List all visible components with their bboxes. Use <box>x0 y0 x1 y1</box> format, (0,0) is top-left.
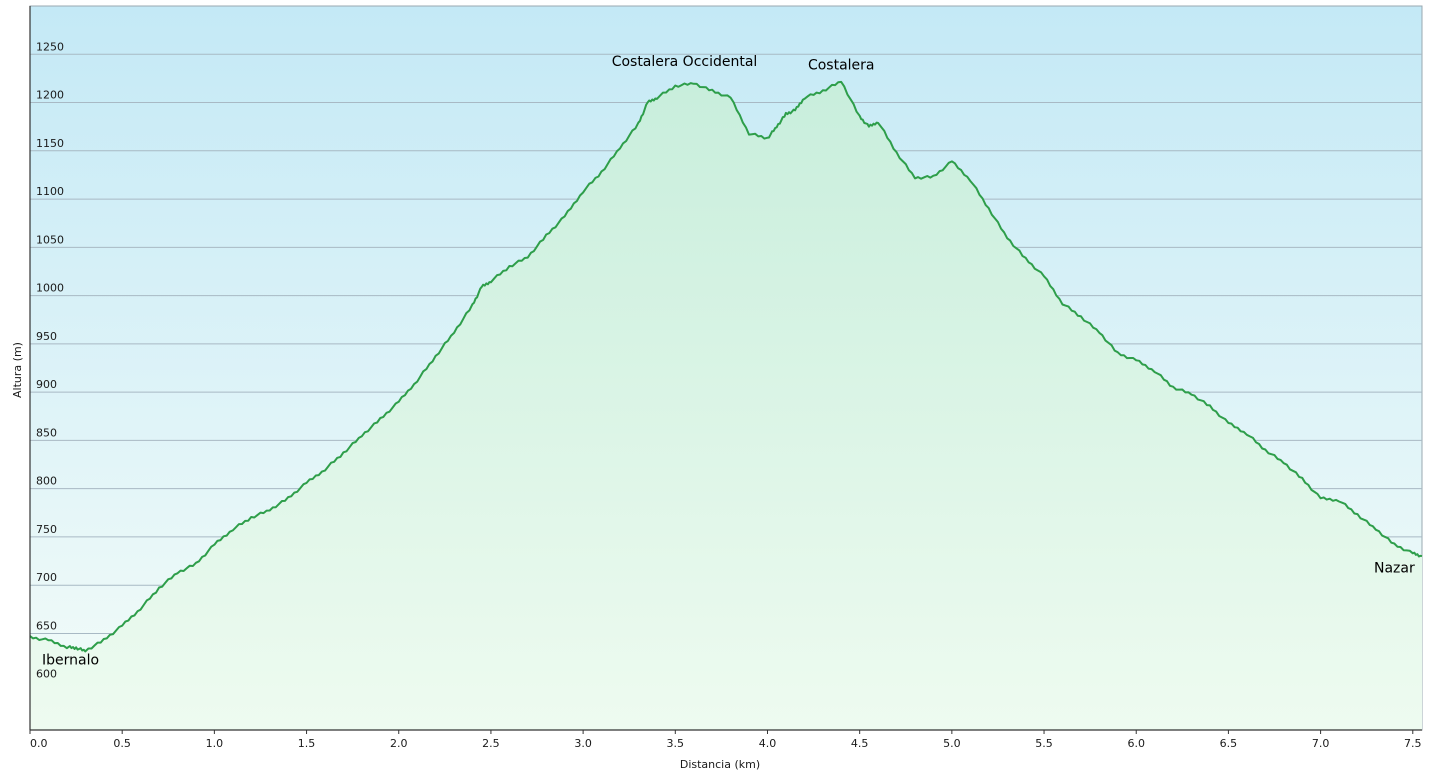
y-tick-label: 650 <box>36 619 57 632</box>
x-tick-label: 4.0 <box>759 737 777 750</box>
y-tick-label: 1050 <box>36 233 64 246</box>
y-tick-label: 1000 <box>36 282 64 295</box>
elevation-line <box>29 80 1423 653</box>
x-tick-label: 7.5 <box>1404 737 1422 750</box>
y-tick-label: 950 <box>36 330 57 343</box>
y-tick-label: 600 <box>36 668 57 681</box>
y-tick-label: 850 <box>36 426 57 439</box>
x-axis-label: Distancia (km) <box>680 758 760 771</box>
elevation-area <box>30 81 1422 730</box>
x-tick-label: 2.5 <box>482 737 500 750</box>
x-tick-label: 4.5 <box>851 737 869 750</box>
y-tick-label: 800 <box>36 475 57 488</box>
x-tick-label: 5.0 <box>943 737 961 750</box>
x-tick-label: 0.5 <box>113 737 131 750</box>
y-tick-label: 1100 <box>36 185 64 198</box>
y-axis-label: Altura (m) <box>11 342 24 398</box>
y-tick-label: 1200 <box>36 89 64 102</box>
x-tick-label: 6.5 <box>1220 737 1238 750</box>
x-tick-label: 1.0 <box>206 737 224 750</box>
y-tick-label: 1150 <box>36 137 64 150</box>
peak-annotation: Nazar <box>1374 561 1415 577</box>
x-tick-labels: 0.0 0.5 1.0 1.5 2.0 2.5 3.0 3.5 4.0 4.5 5.0 5.5 6.0 6… <box>29 730 1422 750</box>
x-tick-label: 1.5 <box>298 737 316 750</box>
y-tick-label: 750 <box>36 523 57 536</box>
x-tick-label: 6.0 <box>1127 737 1145 750</box>
peak-annotation: Costalera <box>808 58 875 74</box>
x-tick-label: 2.0 <box>390 737 408 750</box>
peak-annotation: Ibernalo <box>42 652 99 668</box>
x-tick-label: 3.5 <box>667 737 685 750</box>
x-tick-label: 0.0 <box>30 737 48 750</box>
x-tick-label: 5.5 <box>1035 737 1053 750</box>
y-tick-label: 700 <box>36 571 57 584</box>
annotations: Ibernalo Costalera Occidental Costalera Naz… <box>42 54 1415 669</box>
y-tick-labels: 600 650 700 750 800 850 900 950 1000 1050 1100 1150… <box>36 40 64 680</box>
x-tick-label: 3.0 <box>574 737 592 750</box>
y-tick-label: 900 <box>36 378 57 391</box>
peak-annotation: Costalera Occidental <box>612 54 758 70</box>
y-tick-label: 1250 <box>36 40 64 53</box>
x-tick-label: 7.0 <box>1312 737 1330 750</box>
